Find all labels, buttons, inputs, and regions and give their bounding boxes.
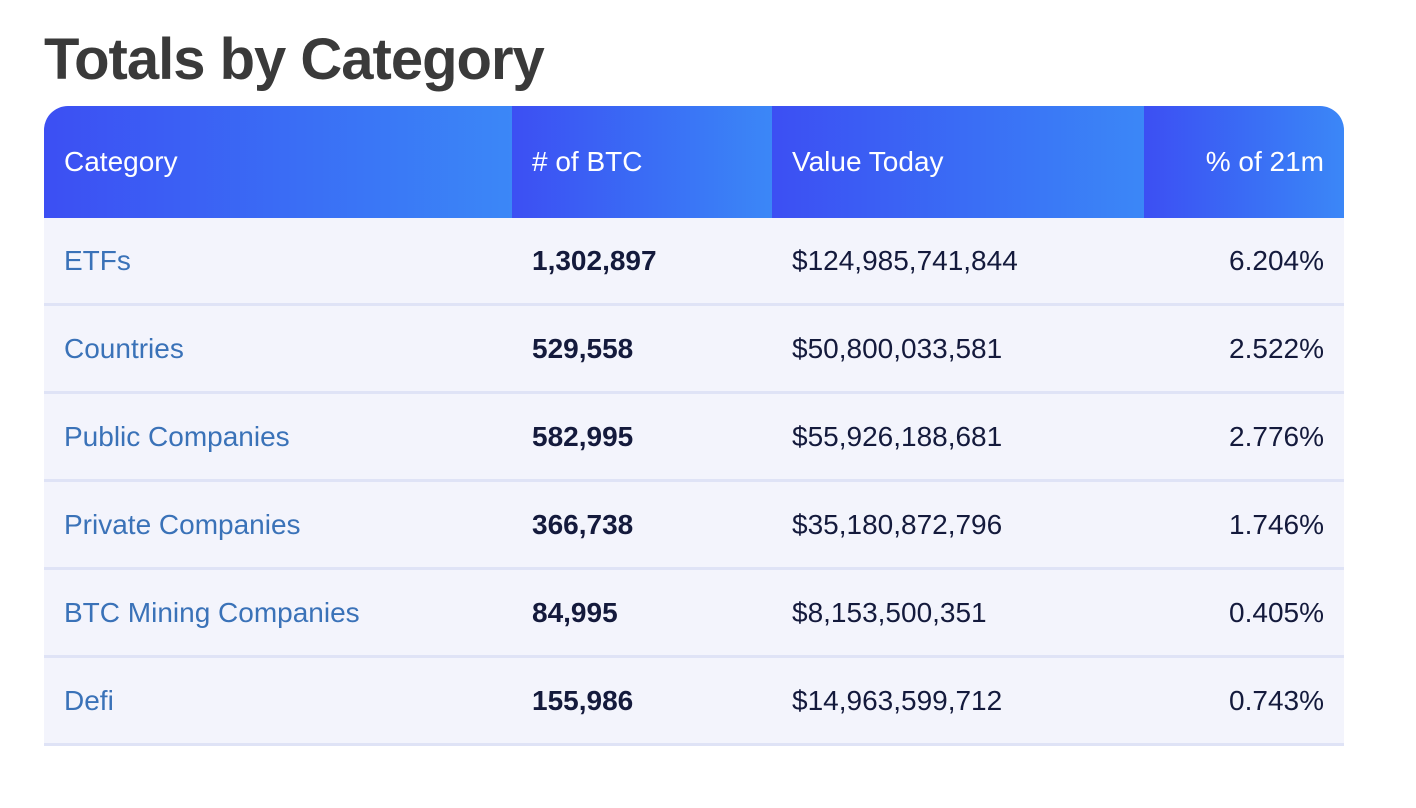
btc-count-cell: 366,738: [512, 480, 772, 570]
value-today-cell: $55,926,188,681: [772, 392, 1144, 482]
btc-count-cell: 84,995: [512, 568, 772, 658]
percent-cell: 2.776%: [1144, 392, 1344, 482]
category-cell: ETFs: [44, 218, 512, 306]
btc-count-cell: 1,302,897: [512, 218, 772, 306]
table-row: Countries 529,558 $50,800,033,581 2.522%: [44, 304, 1344, 394]
totals-table: Category # of BTC Value Today % of 21m E…: [44, 106, 1344, 746]
percent-cell: 0.405%: [1144, 568, 1344, 658]
category-link-defi[interactable]: Defi: [64, 684, 114, 716]
btc-count-cell: 582,995: [512, 392, 772, 482]
value-today-cell: $124,985,741,844: [772, 218, 1144, 306]
page-title: Totals by Category: [44, 27, 545, 92]
category-link-private-companies[interactable]: Private Companies: [64, 508, 301, 540]
btc-count-cell: 529,558: [512, 304, 772, 394]
table-row: Defi 155,986 $14,963,599,712 0.743%: [44, 656, 1344, 746]
value-today-cell: $14,963,599,712: [772, 656, 1144, 746]
table-row: BTC Mining Companies 84,995 $8,153,500,3…: [44, 568, 1344, 658]
category-cell: BTC Mining Companies: [44, 568, 512, 658]
category-link-countries[interactable]: Countries: [64, 332, 184, 364]
totals-table-container: Category # of BTC Value Today % of 21m E…: [44, 106, 1344, 746]
percent-cell: 2.522%: [1144, 304, 1344, 394]
table-header-row: Category # of BTC Value Today % of 21m: [44, 106, 1344, 218]
category-link-etfs[interactable]: ETFs: [64, 244, 131, 276]
table-row: ETFs 1,302,897 $124,985,741,844 6.204%: [44, 218, 1344, 306]
value-today-cell: $35,180,872,796: [772, 480, 1144, 570]
header-value-today[interactable]: Value Today: [772, 106, 1144, 218]
category-link-btc-mining-companies[interactable]: BTC Mining Companies: [64, 596, 360, 628]
table-row: Public Companies 582,995 $55,926,188,681…: [44, 392, 1344, 482]
percent-cell: 1.746%: [1144, 480, 1344, 570]
category-cell: Countries: [44, 304, 512, 394]
category-cell: Defi: [44, 656, 512, 746]
table-row: Private Companies 366,738 $35,180,872,79…: [44, 480, 1344, 570]
header-percent-of-21m[interactable]: % of 21m: [1144, 106, 1344, 218]
value-today-cell: $8,153,500,351: [772, 568, 1144, 658]
percent-cell: 6.204%: [1144, 218, 1344, 306]
category-link-public-companies[interactable]: Public Companies: [64, 420, 290, 452]
header-btc-count[interactable]: # of BTC: [512, 106, 772, 218]
category-cell: Private Companies: [44, 480, 512, 570]
btc-count-cell: 155,986: [512, 656, 772, 746]
percent-cell: 0.743%: [1144, 656, 1344, 746]
category-cell: Public Companies: [44, 392, 512, 482]
value-today-cell: $50,800,033,581: [772, 304, 1144, 394]
header-category[interactable]: Category: [44, 106, 512, 218]
